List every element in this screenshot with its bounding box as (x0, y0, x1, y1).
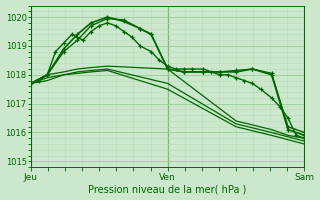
X-axis label: Pression niveau de la mer( hPa ): Pression niveau de la mer( hPa ) (88, 184, 247, 194)
